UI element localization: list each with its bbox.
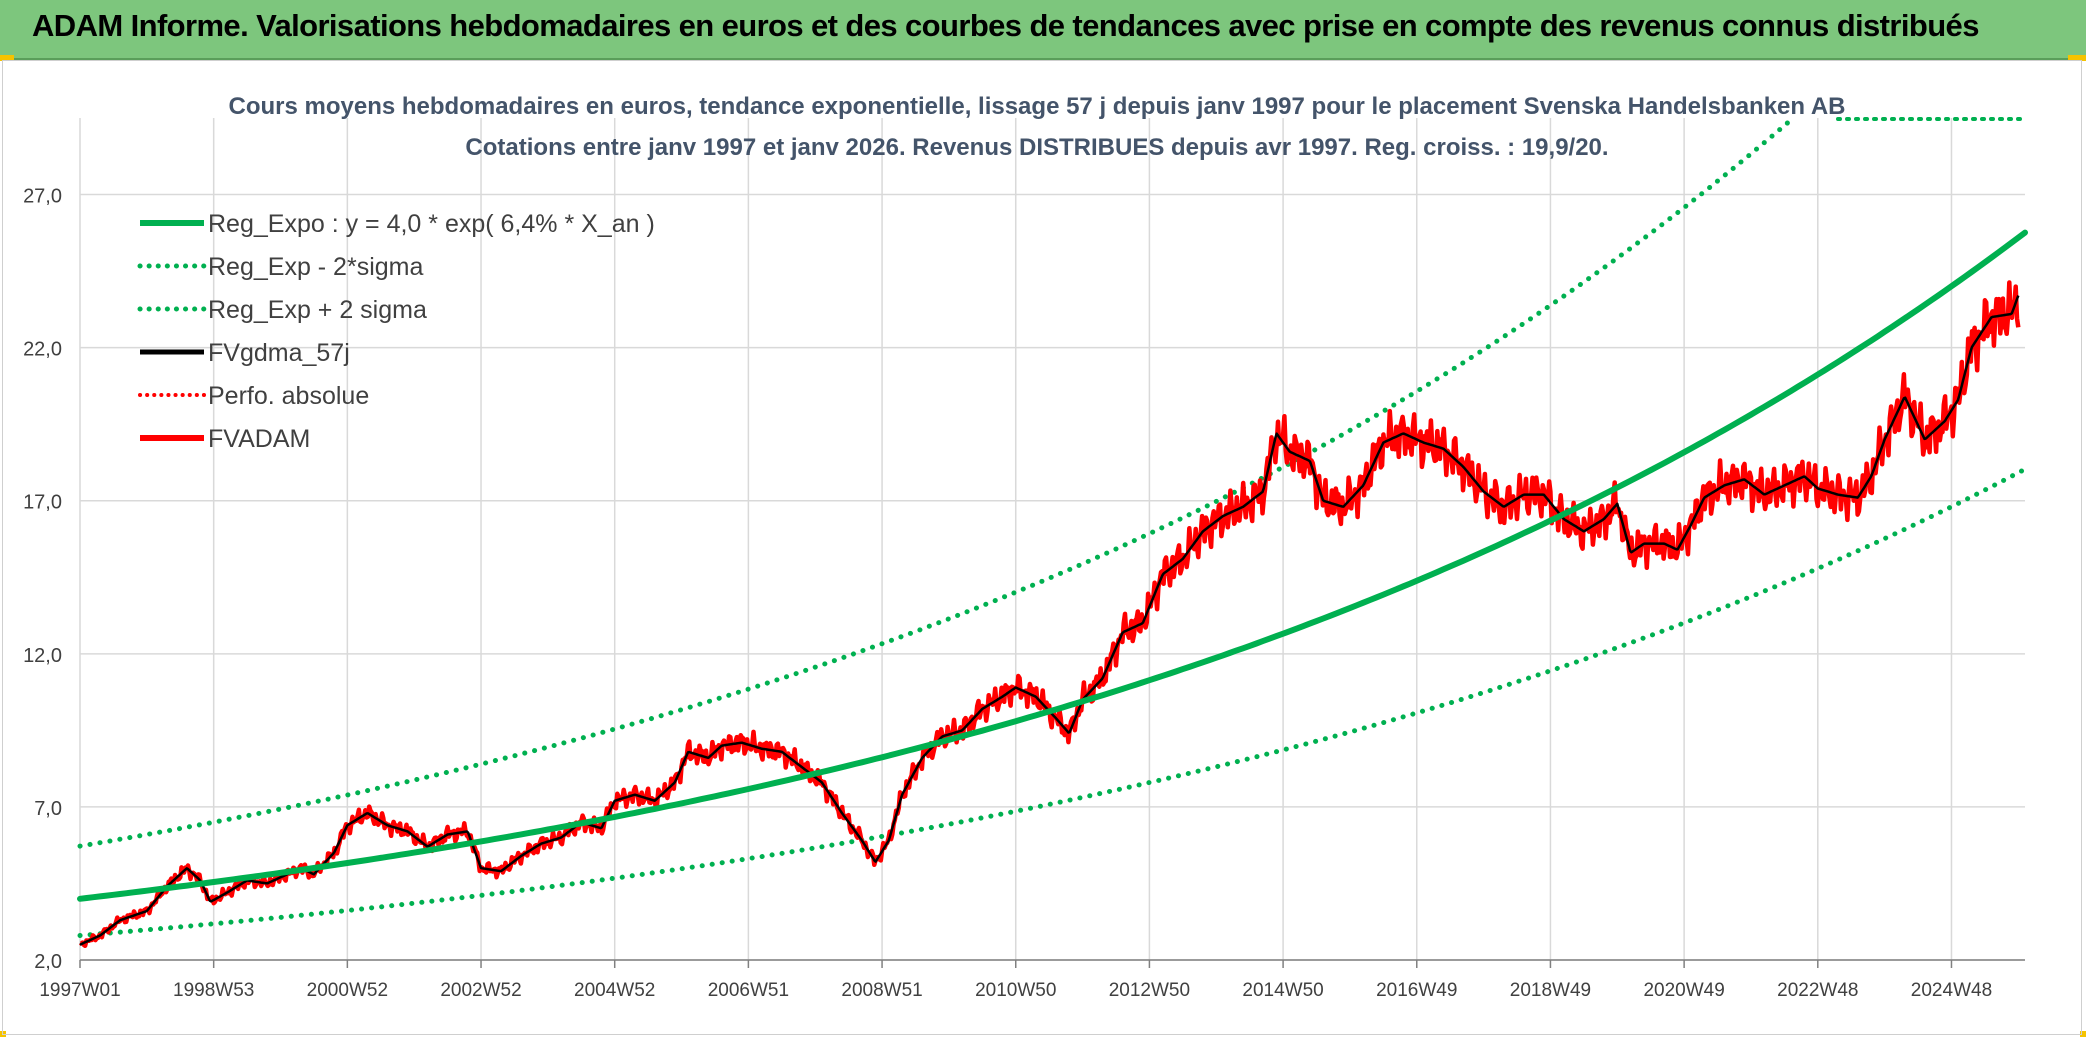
- legend-label: Perfo. absolue: [208, 382, 369, 410]
- y-tick-label: 12,0: [23, 645, 62, 667]
- x-tick-label: 1998W53: [173, 980, 254, 1001]
- legend-entry-reg-exp-plus: Reg_Exp + 2 sigma: [137, 296, 427, 324]
- x-tick-label: 2018W49: [1510, 980, 1591, 1001]
- x-tick-label: 2004W52: [574, 980, 655, 1001]
- x-tick-label: 2008W51: [841, 980, 922, 1001]
- x-tick-label: 1997W01: [39, 980, 120, 1001]
- x-tick-label: 2012W50: [1109, 980, 1190, 1001]
- x-tick-label: 2006W51: [708, 980, 789, 1001]
- legend-label: Reg_Expo : y = 4,0 * exp( 6,4% * X_an ): [208, 210, 655, 238]
- x-tick-label: 2020W49: [1643, 980, 1724, 1001]
- y-tick-label: 17,0: [23, 492, 62, 514]
- legend-entry-reg-expo: Reg_Expo : y = 4,0 * exp( 6,4% * X_an ): [140, 210, 655, 238]
- report-title: ADAM Informe. Valorisations hebdomadaire…: [32, 8, 1979, 43]
- x-tick-label: 2016W49: [1376, 980, 1457, 1001]
- legend-entry-fvgdma: FVgdma_57j: [140, 339, 350, 367]
- y-tick-label: 27,0: [23, 186, 62, 208]
- chart-title: Cours moyens hebdomadaires en euros, ten…: [228, 93, 1845, 120]
- y-tick-label: 22,0: [23, 339, 62, 361]
- legend-label: FVADAM: [208, 425, 310, 453]
- x-tick-label: 2000W52: [307, 980, 388, 1001]
- y-tick-label: 2,0: [34, 951, 62, 973]
- fvgdma-57j-line: [79, 295, 2020, 946]
- legend-label: Reg_Exp + 2 sigma: [208, 296, 427, 324]
- legend-label: Reg_Exp - 2*sigma: [208, 253, 423, 281]
- fvadam-line: [79, 280, 2021, 949]
- chart-series: [77, 117, 2028, 949]
- x-tick-label: 2022W48: [1777, 980, 1858, 1001]
- chart-axes: 2,0 7,0 12,0 17,0 22,0 27,0 1997W01 1998W53 2000…: [23, 186, 2025, 1001]
- corner-accent-bottom-right: [2080, 1031, 2086, 1037]
- legend-entry-fvadam: FVADAM: [140, 425, 310, 453]
- chart: 2,0 7,0 12,0 17,0 22,0 27,0 1997W01 1998W53 2000…: [23, 93, 2028, 1001]
- y-tick-label: 7,0: [34, 798, 62, 820]
- reg-exp-plus-2sigma-line: [77, 117, 1794, 849]
- reg-exp-minus-2sigma-line: [77, 466, 2028, 938]
- reg-expo-line: [77, 229, 2028, 902]
- legend-entry-perfo-absolue: Perfo. absolue: [138, 382, 369, 410]
- legend-entry-reg-exp-minus: Reg_Exp - 2*sigma: [137, 253, 423, 281]
- corner-accent-left: [0, 55, 14, 61]
- legend-label: FVgdma_57j: [208, 339, 350, 367]
- x-tick-label: 2002W52: [440, 980, 521, 1001]
- x-tick-label: 2014W50: [1242, 980, 1323, 1001]
- chart-grid: [79, 118, 2025, 961]
- chart-subtitle: Cotations entre janv 1997 et janv 2026. …: [465, 134, 1608, 161]
- report-banner: ADAM Informe. Valorisations hebdomadaire…: [0, 0, 2086, 60]
- x-tick-label: 2010W50: [975, 980, 1056, 1001]
- chart-legend: Reg_Expo : y = 4,0 * exp( 6,4% * X_an ) …: [137, 210, 655, 453]
- x-tick-label: 2024W48: [1911, 980, 1992, 1001]
- corner-accent-right: [2068, 55, 2086, 61]
